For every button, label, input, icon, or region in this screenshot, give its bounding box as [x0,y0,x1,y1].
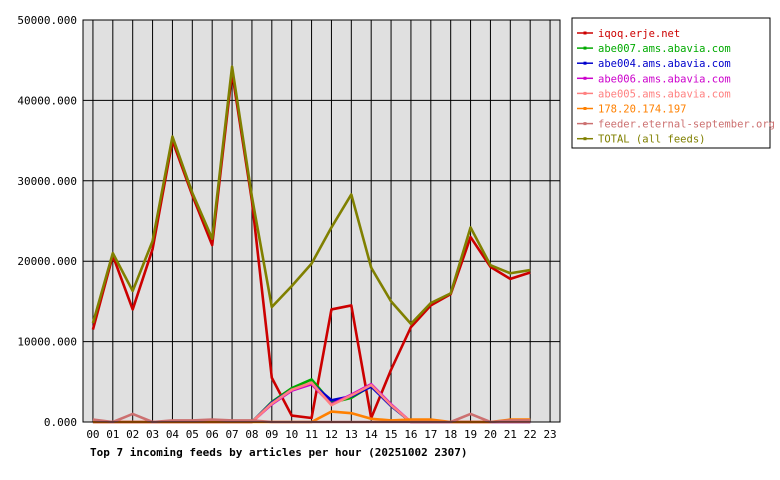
legend-label: abe006.ams.abavia.com [598,73,731,85]
x-tick-label: 09 [265,428,278,441]
x-tick-label: 13 [345,428,358,441]
x-tick-label: 18 [444,428,457,441]
legend-marker [583,46,587,50]
y-axis-ticks: 0.000 10000.000 20000.000 30000.000 40000.00… [17,14,77,429]
legend-label: iqoq.erje.net [598,28,680,40]
x-tick-label: 04 [166,428,180,441]
y-tick-label: 30000.000 [17,175,77,188]
series-line [91,65,531,326]
x-tick-label: 15 [384,428,397,441]
plot-area [83,20,560,422]
legend-label: 178.20.174.197 [598,104,687,116]
x-tick-label: 06 [206,428,219,441]
x-tick-label: 19 [464,428,477,441]
x-tick-label: 07 [225,428,238,441]
chart-title: Top 7 incoming feeds by articles per hou… [90,446,468,459]
plot-frame [82,19,561,423]
legend-marker [583,107,587,110]
legend-label: abe007.ams.abavia.com [598,43,731,55]
legend-box [571,17,771,149]
legend-marker [583,137,587,141]
x-tick-label: 11 [305,428,318,441]
legend-label: TOTAL (all feeds) [598,134,705,146]
legend-label: abe004.ams.abavia.com [598,58,731,70]
x-axis-ticks: 00 01 02 03 04 05 06 07 08 09 10 11 12 13 14 15 16 17 18 19… [86,428,556,441]
x-tick-label: 21 [504,428,517,441]
legend: iqoq.erje.net abe007.ams.abavia.com abe004… [571,17,775,149]
x-tick-label: 02 [126,428,139,441]
x-tick-label: 22 [524,428,537,441]
y-tick-label: 20000.000 [17,255,77,268]
y-tick-label: 40000.000 [17,94,77,107]
legend-marker [583,91,587,95]
x-tick-label: 00 [86,428,99,441]
x-tick-label: 08 [245,428,258,441]
x-tick-label: 14 [365,428,379,441]
y-tick-label: 50000.000 [17,14,77,27]
legend-marker [583,76,587,80]
x-tick-label: 03 [146,428,159,441]
x-tick-label: 10 [285,428,298,441]
y-tick-label: 10000.000 [17,336,77,349]
legend-marker [583,122,587,126]
y-tick-label: 0.000 [44,416,77,429]
legend-label: feeder.eternal-september.org [598,119,775,131]
x-tick-label: 17 [424,428,437,441]
x-tick-label: 05 [186,428,199,441]
legend-marker [583,61,587,65]
legend-marker [583,31,587,35]
x-tick-label: 16 [404,428,417,441]
x-tick-label: 12 [325,428,338,441]
x-tick-label: 23 [543,428,556,441]
grid-layer [83,19,560,423]
x-tick-label: 01 [106,428,119,441]
legend-label: abe005.ams.abavia.com [598,88,731,100]
x-tick-label: 20 [484,428,497,441]
